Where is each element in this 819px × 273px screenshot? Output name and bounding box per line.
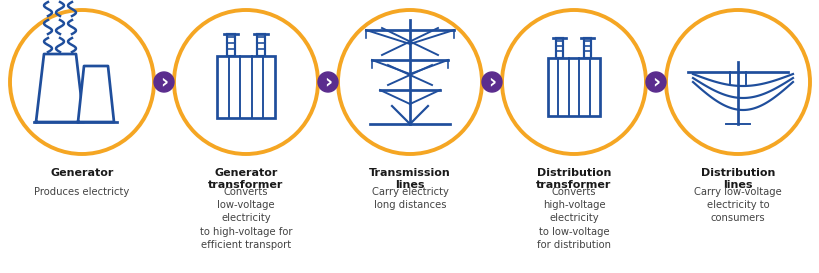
- Circle shape: [665, 10, 809, 154]
- Circle shape: [10, 10, 154, 154]
- Text: ›: ›: [160, 73, 168, 91]
- Circle shape: [154, 72, 174, 92]
- Bar: [256, 34, 265, 56]
- Text: Converts
high-voltage
electricity
to low-voltage
for distribution: Converts high-voltage electricity to low…: [536, 187, 610, 250]
- Text: Generator: Generator: [50, 168, 114, 178]
- Bar: [217, 56, 274, 118]
- Text: Transmission
lines: Transmission lines: [369, 168, 450, 190]
- Bar: [584, 38, 590, 58]
- Circle shape: [501, 10, 645, 154]
- Text: Generator
transformer: Generator transformer: [208, 168, 283, 190]
- Bar: [556, 38, 563, 58]
- Text: ›: ›: [487, 73, 495, 91]
- Text: Distribution
transformer: Distribution transformer: [536, 168, 611, 190]
- Text: Converts
low-voltage
electricity
to high-voltage for
efficient transport: Converts low-voltage electricity to high…: [200, 187, 292, 250]
- Circle shape: [337, 10, 482, 154]
- Circle shape: [318, 72, 337, 92]
- Polygon shape: [78, 66, 114, 122]
- Circle shape: [645, 72, 665, 92]
- Text: ›: ›: [651, 73, 659, 91]
- Circle shape: [174, 10, 318, 154]
- Text: Distribution
lines: Distribution lines: [700, 168, 774, 190]
- Bar: [547, 58, 600, 116]
- Text: Produces electricty: Produces electricty: [34, 187, 129, 197]
- Text: ›: ›: [324, 73, 332, 91]
- Circle shape: [482, 72, 501, 92]
- Bar: [227, 34, 235, 56]
- Text: Carry low-voltage
electricity to
consumers: Carry low-voltage electricity to consume…: [693, 187, 781, 223]
- Text: Carry electricty
long distances: Carry electricty long distances: [371, 187, 448, 210]
- Polygon shape: [36, 54, 84, 122]
